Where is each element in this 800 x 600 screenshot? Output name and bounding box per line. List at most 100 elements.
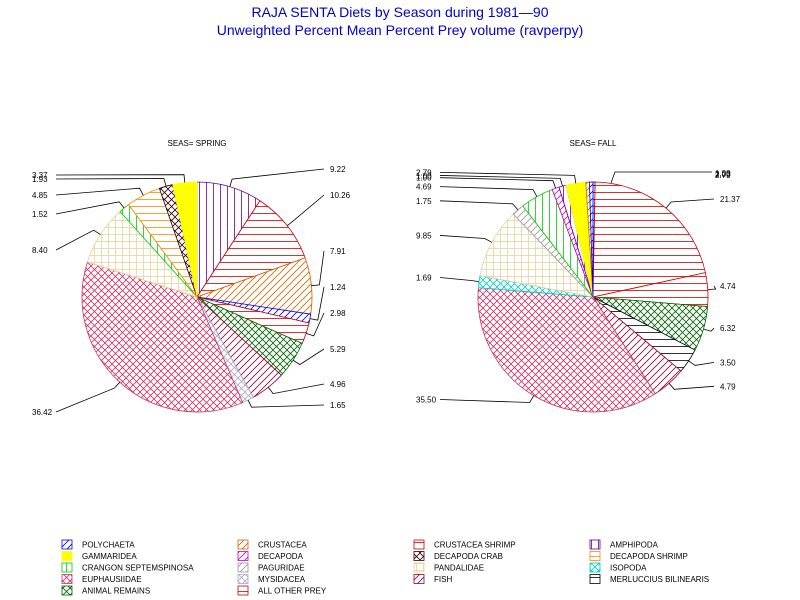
slice-value-label: 9.22 (330, 165, 346, 174)
leader-line (267, 383, 325, 395)
leader-line (55, 229, 101, 251)
legend-swatch (237, 539, 249, 550)
leader-line (439, 235, 493, 243)
slice-value-label: 6.32 (720, 324, 736, 333)
legend-label: EUPHAUSIIDAE (82, 575, 142, 584)
pie-slice-gammaridea (172, 181, 198, 298)
legend-item-paguridae: PAGURIDAE (237, 562, 305, 573)
legend-label: MYSIDACEA (258, 575, 306, 584)
leader-line (668, 383, 715, 390)
legend-swatch (61, 585, 73, 596)
legend-item-decapoda-crab: DECAPODA CRAB (413, 551, 503, 561)
slice-value-label: 3.50 (720, 358, 736, 367)
legend-swatch (61, 562, 73, 573)
legend-swatch (413, 574, 425, 584)
slice-value-label: 4.69 (416, 183, 432, 192)
legend-item-polychaeta: POLYCHAETA (61, 539, 135, 550)
slice-value-label: 4.74 (720, 282, 736, 291)
legend-label: FISH (434, 575, 452, 584)
legend-item-all-other-prey: ALL OTHER PREY (237, 585, 327, 596)
legend-swatch (61, 574, 73, 584)
leader-line (439, 277, 480, 282)
stacked-value-label: 1.00 (715, 169, 731, 178)
legend-swatch (237, 585, 249, 596)
slice-value-label: 4.79 (720, 382, 736, 391)
slice-value-label: 1.75 (416, 197, 432, 206)
slice-value-label: 21.37 (720, 195, 741, 204)
legend-swatch (61, 539, 73, 550)
slice-value-label: 5.29 (330, 345, 346, 354)
slice-value-label: 7.91 (330, 247, 346, 256)
stacked-value-label: 2.79 (715, 171, 731, 180)
legend-swatch (413, 539, 425, 550)
pie-slice-crustacea-shrimp (196, 200, 306, 298)
legend-swatch (413, 562, 425, 573)
leader-line (311, 250, 325, 287)
legend-swatch (237, 551, 249, 561)
legend-item-decapoda-shrimp: DECAPODA SHRIMP (589, 551, 688, 561)
legend-label: GAMMARIDEA (82, 552, 137, 561)
leader-line (688, 360, 715, 366)
slice-value-label: 1.93 (32, 175, 48, 184)
legend-label: POLYCHAETA (82, 541, 135, 550)
legend-swatch (589, 539, 601, 550)
legend-item-euphausiidae: EUPHAUSIIDAE (61, 574, 142, 584)
leader-line (55, 174, 186, 183)
leader-line (55, 178, 167, 187)
leader-line (439, 175, 563, 187)
legend-item-fish: FISH (413, 574, 452, 584)
slice-value-label: 8.40 (32, 246, 48, 255)
slice-value-label: 1.65 (330, 401, 346, 410)
pie-seas-fall: SEAS= FALL 21.37 4.74 6.32 3.50 4.79 35.50 1.69… (416, 139, 741, 413)
pie-seas-spring: SEAS= SPRING 9.22 10.26 7.91 1.24 2.98 5.29 4.9… (32, 139, 351, 417)
legend-label: PAGURIDAE (258, 564, 305, 573)
pie-title: SEAS= SPRING (168, 139, 227, 148)
leader-line (665, 198, 715, 209)
legend-swatch (589, 551, 601, 561)
legend-swatch (589, 574, 601, 584)
slice-value-label: 9.85 (416, 231, 432, 240)
leader-line (55, 381, 121, 413)
legend-item-animal-remains: ANIMAL REMAINS (61, 585, 150, 596)
legend-swatch (237, 574, 249, 584)
slice-value-label: 35.50 (416, 395, 437, 404)
legend-label: DECAPODA CRAB (434, 552, 503, 561)
legend-item-crustacea: CRUSTACEA (237, 539, 307, 550)
leader-line (55, 187, 144, 196)
leader-line (703, 327, 715, 332)
legend-item-amphipoda: AMPHIPODA (589, 539, 659, 550)
legend-item-merluccius-bilinearis: MERLUCCIUS BILINEARIS (589, 574, 709, 584)
legend-label: DECAPODA SHRIMP (610, 552, 688, 561)
legend: POLYCHAETA CRUSTACEA CRUSTACEA SHRIMP AMPHI… (61, 539, 709, 596)
leader-line (292, 348, 325, 366)
slice-value-label: 36.42 (32, 408, 53, 417)
leader-line (439, 200, 519, 211)
legend-item-isopoda: ISOPODA (589, 562, 647, 573)
pie-slice-polychaeta (588, 181, 594, 298)
legend-label: ANIMAL REMAINS (82, 587, 150, 596)
legend-swatch (237, 562, 249, 573)
stacked-value-label: 2.03 (715, 170, 731, 179)
legend-item-decapoda: DECAPODA (237, 551, 304, 561)
slice-value-label: 1.00 (416, 171, 432, 180)
legend-item-gammaridea: GAMMARIDEA (61, 551, 137, 561)
slice-value-label: 1.69 (416, 274, 432, 283)
legend-label: MERLUCCIUS BILINEARIS (610, 575, 709, 584)
legend-item-pandalidae: PANDALIDAE (413, 562, 484, 573)
legend-label: DECAPODA (258, 552, 304, 561)
legend-swatch (413, 551, 425, 561)
leader-line (439, 395, 535, 403)
slice-value-label: 4.85 (32, 191, 48, 200)
leader-line (439, 171, 577, 184)
slice-value-label: 1.52 (32, 210, 48, 219)
legend-label: CRANGON SEPTEMSPINOSA (82, 564, 194, 573)
leader-line (439, 177, 556, 189)
leader-line (309, 286, 325, 321)
slice-value-label: 2.98 (330, 309, 346, 318)
slice-value-label: 10.26 (330, 191, 351, 200)
slice-value-label: 3.37 (32, 171, 48, 180)
leader-line (55, 201, 125, 215)
legend-label: ISOPODA (610, 564, 647, 573)
pie-title: SEAS= FALL (570, 139, 617, 148)
